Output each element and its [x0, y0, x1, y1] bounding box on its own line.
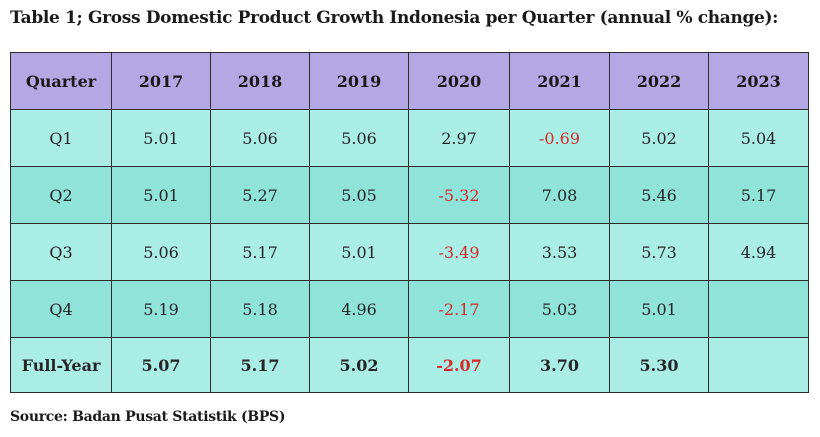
row-label: Full-Year — [10, 337, 112, 393]
column-header: 2023 — [708, 52, 809, 110]
table-row-q4: Q4 5.19 5.18 4.96 -2.17 5.03 5.01 — [10, 280, 809, 338]
table-cell: -2.07 — [408, 337, 510, 393]
table-cell: -3.49 — [408, 223, 510, 281]
table-row-q1: Q1 5.01 5.06 5.06 2.97 -0.69 5.02 5.04 — [10, 109, 809, 167]
header-row: Quarter 2017 2018 2019 2020 2021 2022 20… — [10, 52, 809, 110]
column-header: 2020 — [408, 52, 510, 110]
column-header: 2019 — [309, 52, 409, 110]
table-cell: 5.04 — [708, 109, 809, 167]
table-cell: 5.17 — [210, 337, 310, 393]
table-cell: 7.08 — [509, 166, 610, 224]
table-cell: 4.94 — [708, 223, 809, 281]
table-title: Table 1; Gross Domestic Product Growth I… — [10, 8, 779, 28]
table-cell: 5.05 — [309, 166, 409, 224]
column-header: 2017 — [111, 52, 211, 110]
table-row-q3: Q3 5.06 5.17 5.01 -3.49 3.53 5.73 4.94 — [10, 223, 809, 281]
table-cell — [708, 280, 809, 338]
table-cell: 5.06 — [309, 109, 409, 167]
table-cell: 5.18 — [210, 280, 310, 338]
table-cell: 5.02 — [609, 109, 709, 167]
table-cell: 5.03 — [509, 280, 610, 338]
column-header: Quarter — [10, 52, 112, 110]
table-cell: -0.69 — [509, 109, 610, 167]
row-label: Q4 — [10, 280, 112, 338]
table-cell: 5.73 — [609, 223, 709, 281]
table-cell: 5.01 — [609, 280, 709, 338]
table-row-q2: Q2 5.01 5.27 5.05 -5.32 7.08 5.46 5.17 — [10, 166, 809, 224]
table-cell: 5.01 — [309, 223, 409, 281]
table-cell: 5.17 — [708, 166, 809, 224]
table-cell: 5.06 — [111, 223, 211, 281]
column-header: 2021 — [509, 52, 610, 110]
table-cell: 5.46 — [609, 166, 709, 224]
table-cell: 5.30 — [609, 337, 709, 393]
gdp-growth-table: Quarter 2017 2018 2019 2020 2021 2022 20… — [10, 52, 809, 393]
table-cell: 5.17 — [210, 223, 310, 281]
table-cell: 5.07 — [111, 337, 211, 393]
table-cell: 5.02 — [309, 337, 409, 393]
table-cell: 5.01 — [111, 109, 211, 167]
column-header: 2022 — [609, 52, 709, 110]
table-cell — [708, 337, 809, 393]
table-cell: -2.17 — [408, 280, 510, 338]
table-cell: 4.96 — [309, 280, 409, 338]
table-cell: 5.19 — [111, 280, 211, 338]
table-cell: 5.01 — [111, 166, 211, 224]
source-note: Source: Badan Pusat Statistik (BPS) — [10, 409, 286, 425]
row-label: Q1 — [10, 109, 112, 167]
table-cell: -5.32 — [408, 166, 510, 224]
table-cell: 5.27 — [210, 166, 310, 224]
row-label: Q2 — [10, 166, 112, 224]
row-label: Q3 — [10, 223, 112, 281]
table-cell: 3.53 — [509, 223, 610, 281]
table-cell: 2.97 — [408, 109, 510, 167]
table-cell: 5.06 — [210, 109, 310, 167]
table-row-full-year: Full-Year 5.07 5.17 5.02 -2.07 3.70 5.30 — [10, 337, 809, 393]
table-cell: 3.70 — [509, 337, 610, 393]
column-header: 2018 — [210, 52, 310, 110]
